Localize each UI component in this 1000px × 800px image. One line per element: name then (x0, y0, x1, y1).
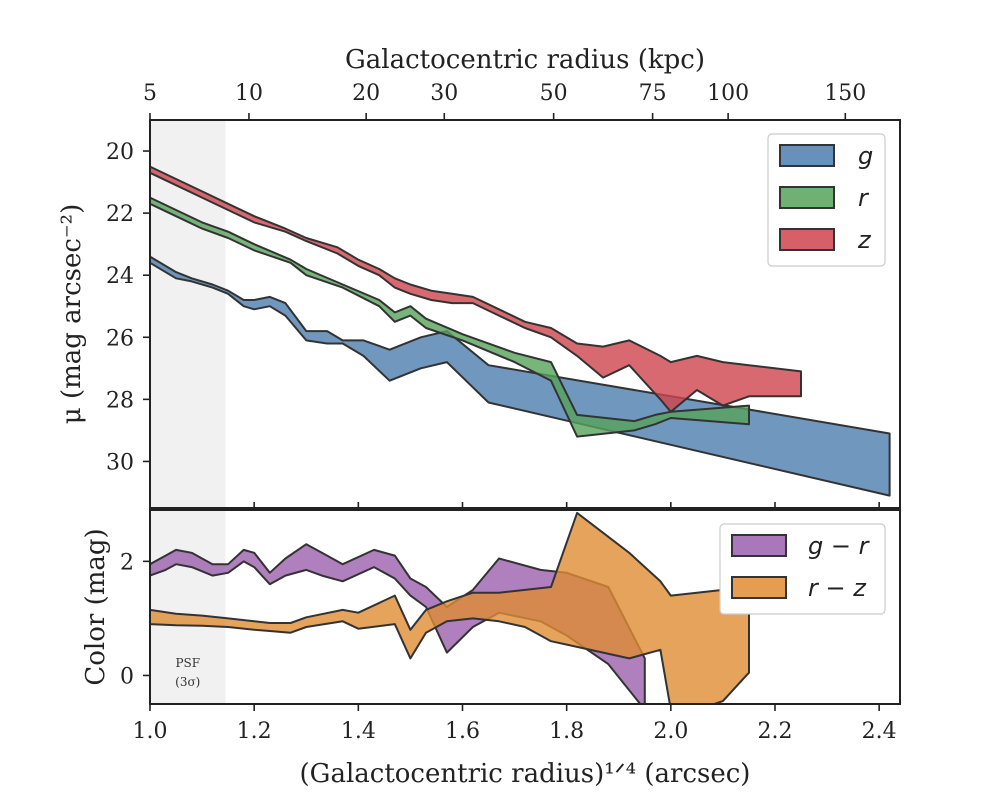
legend-label-r: r (858, 184, 870, 212)
y-tick-label: 24 (106, 264, 134, 289)
y-tick-label: 28 (106, 388, 134, 413)
legend-swatch-g (779, 144, 835, 167)
legend-label-g-minus-r: g − r (808, 532, 871, 560)
x-tick-label: 2.2 (758, 719, 793, 744)
top-x-tick-label: 30 (430, 81, 458, 106)
legend-swatch-r-minus-z (731, 576, 787, 599)
bottom-x-ticks: 1.0 1.2 1.4 1.6 1.8 2.0 2.2 2.4 (133, 704, 897, 744)
bottom-x-axis-label: (Galactocentric radius)¹ᐟ⁴ (arcsec) (300, 759, 751, 789)
y-tick-label: 30 (106, 450, 134, 475)
top-x-tick-label: 20 (352, 81, 380, 106)
x-tick-label: 2.4 (862, 719, 897, 744)
x-tick-label: 2.0 (653, 719, 688, 744)
y-tick-label: 2 (120, 550, 134, 575)
legend-label-z: z (857, 226, 872, 254)
top-plot-frame (149, 119, 901, 509)
y-tick-label: 20 (106, 140, 134, 165)
top-y-ticks: 20 22 24 26 28 30 (106, 140, 150, 475)
bottom-legend: g − r r − z (719, 523, 886, 615)
legend-label-g: g (858, 142, 873, 170)
y-tick-label: 0 (120, 664, 134, 689)
top-x-tick-label: 75 (639, 81, 667, 106)
legend-swatch-r (779, 186, 835, 209)
x-tick-label: 1.2 (237, 719, 272, 744)
psf-annotation-label: PSF (175, 656, 200, 670)
top-secondary-x-ticks: 5 10 20 30 50 75 100 150 (143, 81, 880, 508)
top-panel: 20 22 24 26 28 30 5 10 20 30 50 75 100 150 Galactoce… (57, 45, 901, 509)
band-z (149, 165, 802, 413)
bottom-y-ticks: 02 (120, 550, 150, 689)
y-tick-label: 22 (106, 202, 134, 227)
legend-label-r-minus-z: r − z (808, 574, 867, 602)
bottom-y-axis-label: Color (mag) (81, 528, 111, 685)
top-x-axis-label: Galactocentric radius (kpc) (345, 45, 705, 75)
band-r-minus-z (150, 511, 750, 704)
top-x-tick-label: 100 (707, 81, 749, 106)
y-tick-label: 26 (106, 326, 134, 351)
band-g (149, 255, 891, 497)
bottom-series-bands (150, 511, 750, 704)
bottom-panel: 02 1.0 1.2 1.4 1.6 1.8 2.0 2.2 2.4 (Galactocent… (81, 509, 901, 789)
band-g-minus-r (150, 543, 646, 704)
top-x-tick-label: 50 (540, 81, 568, 106)
psf-annotation-sigma: (3σ) (175, 675, 200, 689)
legend-swatch-z (779, 228, 835, 251)
bottom-plot-frame (149, 509, 901, 705)
top-x-tick-label: 5 (143, 81, 157, 106)
top-series-bands (149, 165, 891, 497)
x-tick-label: 1.4 (341, 719, 376, 744)
x-tick-label: 1.0 (133, 719, 168, 744)
x-tick-label: 1.8 (549, 719, 584, 744)
legend-swatch-g-minus-r (731, 534, 787, 557)
top-x-tick-label: 10 (235, 81, 263, 106)
band-r (149, 196, 750, 438)
psf-shaded-region-bottom (150, 510, 226, 704)
top-x-tick-label: 150 (824, 81, 866, 106)
top-y-axis-label: μ (mag arcsec⁻²) (57, 204, 87, 424)
x-tick-label: 1.6 (445, 719, 480, 744)
top-legend: grz (767, 133, 886, 267)
